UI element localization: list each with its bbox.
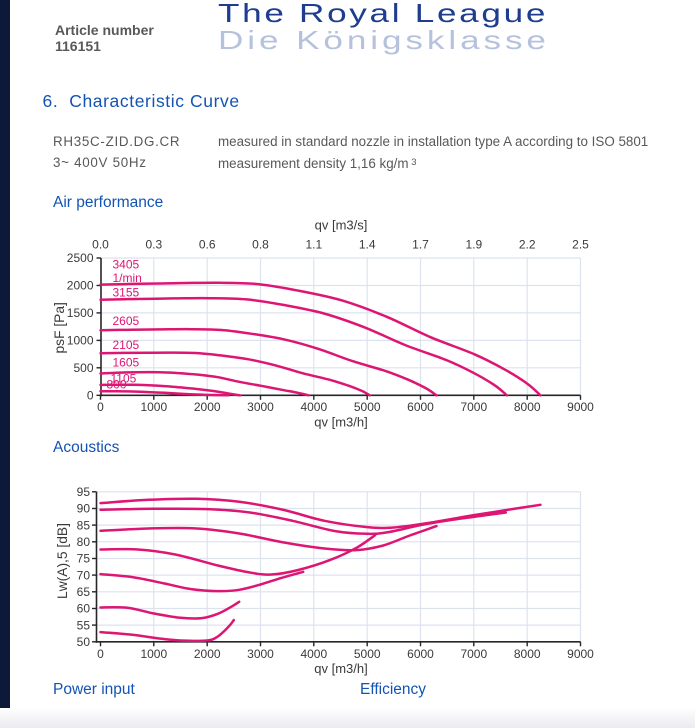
svg-text:9000: 9000	[567, 400, 594, 414]
svg-text:2000: 2000	[194, 400, 221, 414]
svg-text:3000: 3000	[247, 400, 274, 414]
svg-text:1500: 1500	[67, 306, 94, 320]
svg-text:6000: 6000	[407, 647, 434, 661]
svg-text:Lw(A),5 [dB]: Lw(A),5 [dB]	[55, 523, 70, 599]
svg-text:70: 70	[77, 568, 91, 582]
svg-text:2000: 2000	[194, 647, 221, 661]
svg-text:5000: 5000	[354, 647, 381, 661]
svg-text:2500: 2500	[67, 251, 94, 265]
svg-text:3155: 3155	[113, 286, 140, 300]
svg-text:0.0: 0.0	[92, 238, 109, 252]
svg-text:1000: 1000	[67, 334, 94, 348]
svg-text:2605: 2605	[113, 314, 140, 328]
svg-text:2105: 2105	[113, 338, 140, 352]
svg-text:qv [m3/h]: qv [m3/h]	[314, 415, 367, 430]
svg-text:7000: 7000	[460, 647, 487, 661]
svg-text:1.4: 1.4	[359, 238, 376, 252]
svg-text:4000: 4000	[300, 647, 327, 661]
svg-text:6000: 6000	[407, 400, 434, 414]
svg-text:0: 0	[87, 389, 94, 403]
svg-text:1000: 1000	[140, 647, 167, 661]
svg-text:50: 50	[77, 635, 91, 649]
svg-text:800: 800	[107, 378, 127, 392]
svg-text:1.7: 1.7	[412, 238, 429, 252]
svg-text:psF [Pa]: psF [Pa]	[52, 302, 67, 353]
svg-text:1.9: 1.9	[465, 238, 482, 252]
svg-text:7000: 7000	[460, 400, 487, 414]
svg-text:8000: 8000	[514, 647, 541, 661]
svg-text:2.2: 2.2	[519, 238, 536, 252]
svg-text:95: 95	[77, 485, 91, 499]
svg-text:3000: 3000	[247, 647, 274, 661]
svg-text:1000: 1000	[140, 400, 167, 414]
svg-text:1105: 1105	[111, 372, 137, 386]
svg-text:2.5: 2.5	[572, 238, 589, 252]
svg-text:qv [m3/h]: qv [m3/h]	[314, 661, 367, 676]
svg-text:3405: 3405	[113, 258, 140, 272]
svg-text:qv [m3/s]: qv [m3/s]	[315, 218, 368, 233]
svg-text:1.1: 1.1	[305, 238, 322, 252]
svg-text:1/min: 1/min	[113, 271, 142, 285]
svg-text:2000: 2000	[67, 279, 94, 293]
svg-text:85: 85	[77, 518, 91, 532]
svg-text:80: 80	[77, 535, 91, 549]
svg-text:55: 55	[77, 618, 91, 632]
svg-text:60: 60	[77, 602, 91, 616]
svg-text:75: 75	[77, 552, 91, 566]
svg-text:0.3: 0.3	[145, 238, 162, 252]
svg-text:0.6: 0.6	[199, 238, 216, 252]
svg-text:0: 0	[97, 400, 104, 414]
svg-text:0: 0	[97, 647, 104, 661]
svg-text:500: 500	[73, 361, 93, 375]
svg-text:65: 65	[77, 585, 91, 599]
svg-text:9000: 9000	[567, 647, 594, 661]
svg-text:8000: 8000	[514, 400, 541, 414]
svg-text:0.8: 0.8	[252, 238, 269, 252]
svg-text:4000: 4000	[300, 400, 327, 414]
svg-text:1605: 1605	[113, 356, 140, 370]
svg-text:5000: 5000	[354, 400, 381, 414]
svg-text:90: 90	[77, 502, 91, 516]
